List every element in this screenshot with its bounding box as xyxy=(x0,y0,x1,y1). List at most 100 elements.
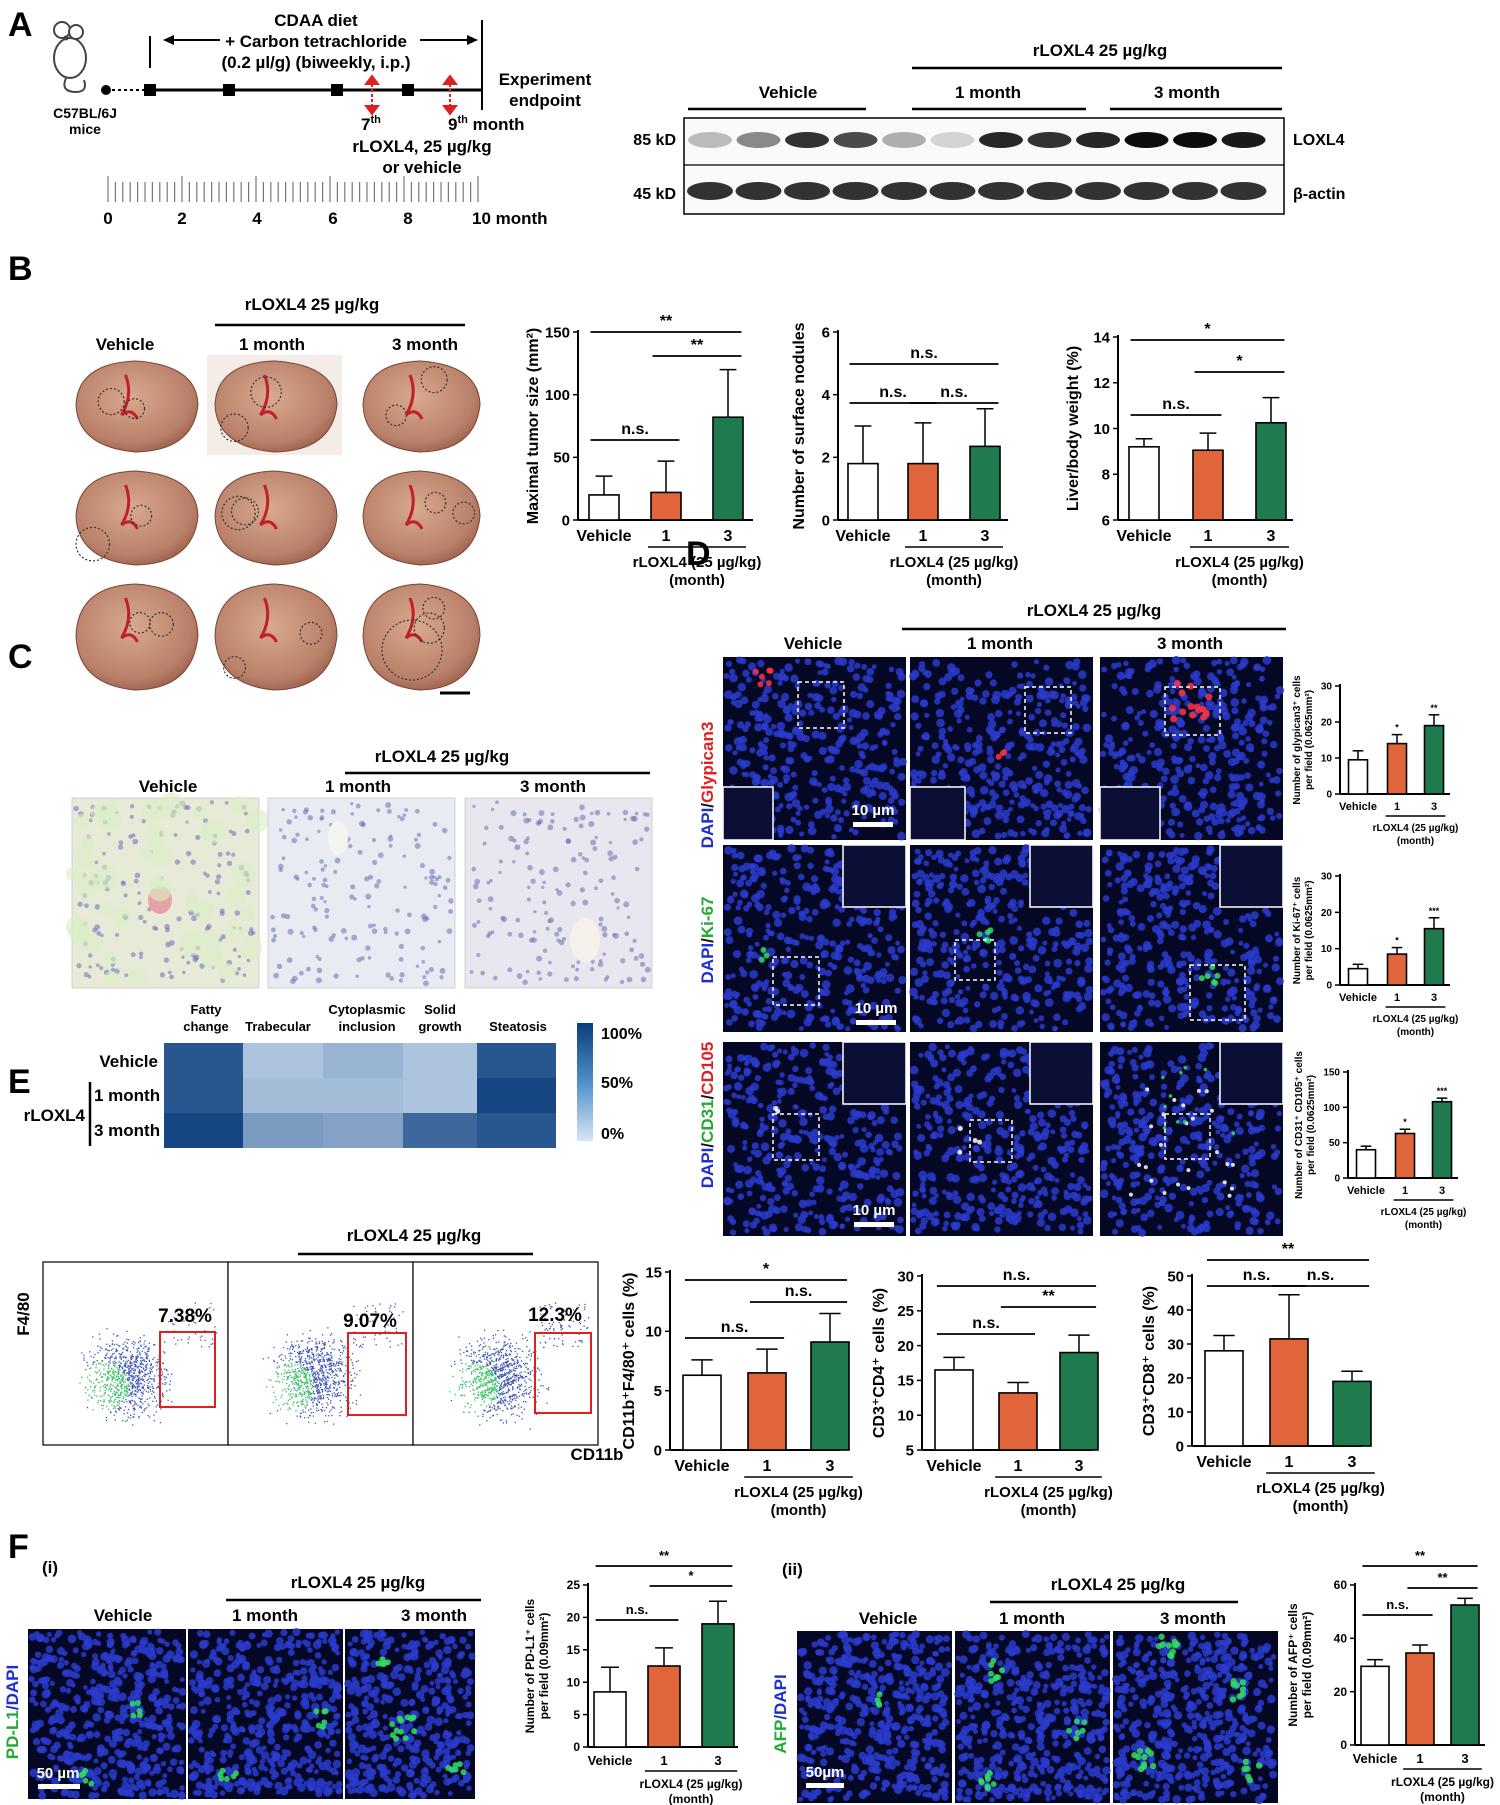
flow-event xyxy=(134,1386,136,1388)
liver-vessel xyxy=(120,484,139,530)
nucleus xyxy=(193,954,200,961)
nucleus xyxy=(846,999,853,1006)
nucleus xyxy=(323,900,327,904)
nucleus xyxy=(978,827,986,835)
panel-letter-e: E xyxy=(8,1063,31,1101)
nucleus xyxy=(748,862,756,870)
nucleus xyxy=(1129,920,1136,927)
liver-lobe xyxy=(75,470,199,566)
nucleus xyxy=(772,910,781,920)
nucleus xyxy=(887,797,895,805)
nucleus xyxy=(731,1092,737,1099)
nucleus xyxy=(730,1071,739,1080)
nucleus xyxy=(1082,1124,1088,1130)
nucleus xyxy=(841,1151,849,1158)
nucleus xyxy=(878,791,887,800)
nucleus xyxy=(782,971,788,978)
nucleus xyxy=(317,956,322,962)
flow-event xyxy=(88,1379,91,1381)
flow-event xyxy=(105,1416,108,1419)
marker-signal xyxy=(1170,715,1178,723)
nucleus xyxy=(1180,1223,1186,1229)
nucleus xyxy=(862,712,870,720)
nucleus xyxy=(752,709,760,717)
flow-event xyxy=(117,1344,120,1347)
nucleus xyxy=(1188,873,1194,879)
y-tick-label: 14 xyxy=(1093,329,1110,346)
x-axis-label: rLOXL4 (25 µg/kg) xyxy=(1373,823,1459,834)
band-loxl4 xyxy=(833,132,878,148)
nucleus xyxy=(88,965,92,969)
nucleus xyxy=(472,804,476,808)
nucleus xyxy=(773,1194,781,1202)
nucleus xyxy=(1058,746,1066,754)
nucleus xyxy=(792,853,800,862)
flow-event xyxy=(86,1406,89,1409)
nucleus xyxy=(915,751,921,757)
nucleus xyxy=(302,809,308,815)
flow-event xyxy=(167,1399,169,1401)
flow-event xyxy=(116,1401,119,1403)
x-axis-label: rLOXL4 (25 µg/kg) xyxy=(1373,1014,1459,1025)
fat-droplet xyxy=(158,792,185,819)
flow-event xyxy=(129,1365,131,1367)
nucleus xyxy=(783,774,791,782)
nucleus xyxy=(1271,1184,1278,1190)
heatmap-cell xyxy=(323,1113,403,1148)
band-actin xyxy=(1026,182,1073,200)
nucleus xyxy=(816,1176,825,1185)
nucleus xyxy=(1122,1161,1129,1168)
nucleus xyxy=(864,803,873,813)
nucleus xyxy=(914,978,924,987)
nucleus xyxy=(960,1059,967,1066)
histo-1month-label: 1 month xyxy=(325,777,391,796)
nucleus xyxy=(428,967,434,973)
nucleus xyxy=(929,776,937,784)
nucleus xyxy=(447,855,452,861)
nucleus xyxy=(737,925,746,934)
flow-event xyxy=(152,1387,155,1389)
nucleus xyxy=(1180,866,1189,875)
nucleus xyxy=(640,976,647,983)
nucleus xyxy=(1069,756,1076,763)
tumor-circle xyxy=(220,413,249,443)
nucleus xyxy=(1165,827,1174,836)
nucleus xyxy=(1226,1210,1234,1219)
nucleus xyxy=(1117,952,1126,961)
nucleus xyxy=(725,1019,733,1026)
nucleus xyxy=(614,897,620,904)
flow-event xyxy=(136,1388,138,1390)
nucleus xyxy=(1160,1083,1168,1090)
x-category-label: 3 xyxy=(1267,528,1276,545)
nucleus xyxy=(1140,1062,1149,1071)
nucleus xyxy=(118,840,124,845)
nucleus xyxy=(1056,975,1062,982)
nucleus xyxy=(910,712,919,721)
nucleus xyxy=(424,876,428,880)
bar xyxy=(1386,742,1408,795)
nucleus xyxy=(1135,1225,1142,1232)
nucleus xyxy=(1238,1197,1244,1203)
nucleus xyxy=(1169,675,1176,682)
nucleus xyxy=(601,925,608,932)
flow-event xyxy=(140,1366,143,1369)
nucleus xyxy=(724,1070,730,1076)
nucleus xyxy=(930,769,938,777)
y-tick-label: 150 xyxy=(545,324,570,341)
nucleus xyxy=(881,978,887,984)
nucleus xyxy=(1076,783,1083,789)
nucleus xyxy=(736,1094,742,1100)
nucleus xyxy=(565,882,571,888)
flow-event xyxy=(153,1391,155,1394)
nucleus xyxy=(429,879,435,885)
nucleus xyxy=(1000,887,1008,895)
nucleus xyxy=(1111,1195,1117,1201)
nucleus xyxy=(987,728,996,737)
band-actin xyxy=(1123,182,1170,200)
flow-event xyxy=(108,1365,110,1368)
nucleus xyxy=(1178,794,1187,803)
nucleus xyxy=(1023,731,1032,740)
panel-letter-c: C xyxy=(8,638,33,676)
